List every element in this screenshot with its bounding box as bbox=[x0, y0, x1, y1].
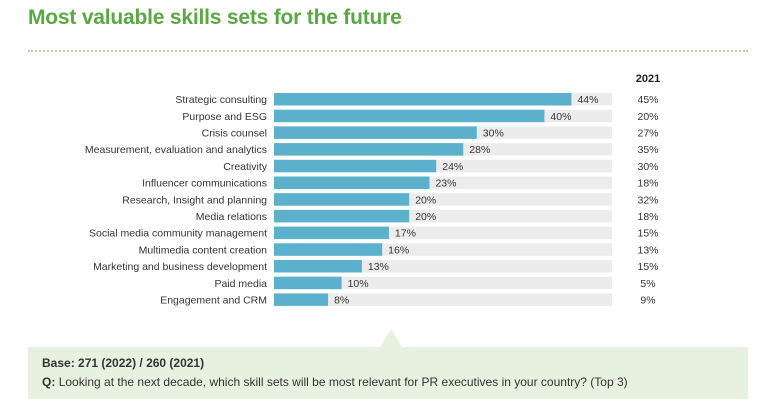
bar-social-media-community-management bbox=[274, 226, 389, 240]
category-label-media-relations: Media relations bbox=[196, 211, 267, 223]
bar-crisis-counsel bbox=[274, 126, 477, 139]
prior-value-research-insight-and-planning: 32% bbox=[637, 194, 658, 206]
category-label-strategic-consulting: Strategic consulting bbox=[175, 94, 267, 106]
prior-value-influencer-communications: 18% bbox=[637, 178, 658, 190]
bar-multimedia-content-creation bbox=[274, 243, 383, 256]
bar-value-measurement-evaluation-and-analytics: 28% bbox=[469, 144, 490, 156]
category-label-research-insight-and-planning: Research, Insight and planning bbox=[122, 194, 267, 206]
bar-strategic-consulting bbox=[274, 93, 572, 106]
footer-note: Base: 271 (2022) / 260 (2021) Q: Looking… bbox=[28, 347, 748, 399]
bar-measurement-evaluation-and-analytics bbox=[274, 143, 464, 156]
comparison-year-header: 2021 bbox=[636, 73, 660, 85]
prior-value-paid-media: 5% bbox=[640, 278, 655, 290]
page-title: Most valuable skills sets for the future bbox=[28, 6, 402, 29]
bar-engagement-and-crm bbox=[274, 293, 329, 306]
skills-bar-chart: 2021 Strategic consulting 44% 45% Purpose a… bbox=[85, 73, 660, 306]
category-label-measurement-evaluation-and-analytics: Measurement, evaluation and analytics bbox=[85, 144, 267, 156]
bar-purpose-and-esg bbox=[274, 109, 545, 123]
footer-pointer bbox=[380, 329, 402, 347]
category-label-creativity: Creativity bbox=[223, 161, 268, 173]
question-text: Looking at the next decade, which skill … bbox=[58, 375, 628, 389]
prior-value-strategic-consulting: 45% bbox=[637, 94, 658, 106]
bar-value-influencer-communications: 23% bbox=[435, 178, 456, 190]
bar-value-strategic-consulting: 44% bbox=[577, 94, 598, 106]
bar-media-relations bbox=[274, 209, 410, 223]
bar-creativity bbox=[274, 159, 437, 173]
bar-value-crisis-counsel: 30% bbox=[483, 127, 504, 139]
prior-value-marketing-and-business-development: 15% bbox=[637, 261, 658, 273]
category-label-marketing-and-business-development: Marketing and business development bbox=[93, 261, 267, 273]
title-divider bbox=[28, 50, 748, 52]
category-label-paid-media: Paid media bbox=[214, 278, 267, 290]
bar-value-social-media-community-management: 17% bbox=[395, 228, 416, 240]
bar-research-insight-and-planning bbox=[274, 193, 410, 206]
prior-value-multimedia-content-creation: 13% bbox=[637, 244, 658, 256]
category-label-crisis-counsel: Crisis counsel bbox=[202, 127, 267, 139]
base-note: Base: 271 (2022) / 260 (2021) bbox=[42, 356, 205, 370]
question-prefix: Q: bbox=[42, 375, 56, 389]
category-label-purpose-and-esg: Purpose and ESG bbox=[182, 111, 267, 123]
bar-value-multimedia-content-creation: 16% bbox=[388, 244, 409, 256]
prior-value-measurement-evaluation-and-analytics: 35% bbox=[637, 144, 658, 156]
prior-value-social-media-community-management: 15% bbox=[637, 228, 658, 240]
bar-value-media-relations: 20% bbox=[415, 211, 436, 223]
bar-value-marketing-and-business-development: 13% bbox=[368, 261, 389, 273]
prior-value-crisis-counsel: 27% bbox=[637, 127, 658, 139]
question-note: Q: Looking at the next decade, which ski… bbox=[42, 375, 628, 389]
category-label-influencer-communications: Influencer communications bbox=[142, 178, 267, 190]
bar-value-purpose-and-esg: 40% bbox=[550, 111, 571, 123]
category-label-engagement-and-crm: Engagement and CRM bbox=[160, 294, 267, 306]
bar-track-engagement-and-crm bbox=[274, 293, 612, 306]
prior-value-creativity: 30% bbox=[637, 161, 658, 173]
prior-value-purpose-and-esg: 20% bbox=[637, 111, 658, 123]
prior-value-engagement-and-crm: 9% bbox=[640, 294, 655, 306]
bar-value-paid-media: 10% bbox=[348, 278, 369, 290]
bar-influencer-communications bbox=[274, 176, 430, 189]
bar-marketing-and-business-development bbox=[274, 260, 362, 273]
bar-paid-media bbox=[274, 276, 342, 290]
bar-value-engagement-and-crm: 8% bbox=[334, 294, 349, 306]
bar-value-research-insight-and-planning: 20% bbox=[415, 194, 436, 206]
prior-value-media-relations: 18% bbox=[637, 211, 658, 223]
category-label-multimedia-content-creation: Multimedia content creation bbox=[139, 244, 268, 256]
category-label-social-media-community-management: Social media community management bbox=[89, 228, 267, 240]
bar-track-paid-media bbox=[274, 276, 612, 290]
bar-value-creativity: 24% bbox=[442, 161, 463, 173]
